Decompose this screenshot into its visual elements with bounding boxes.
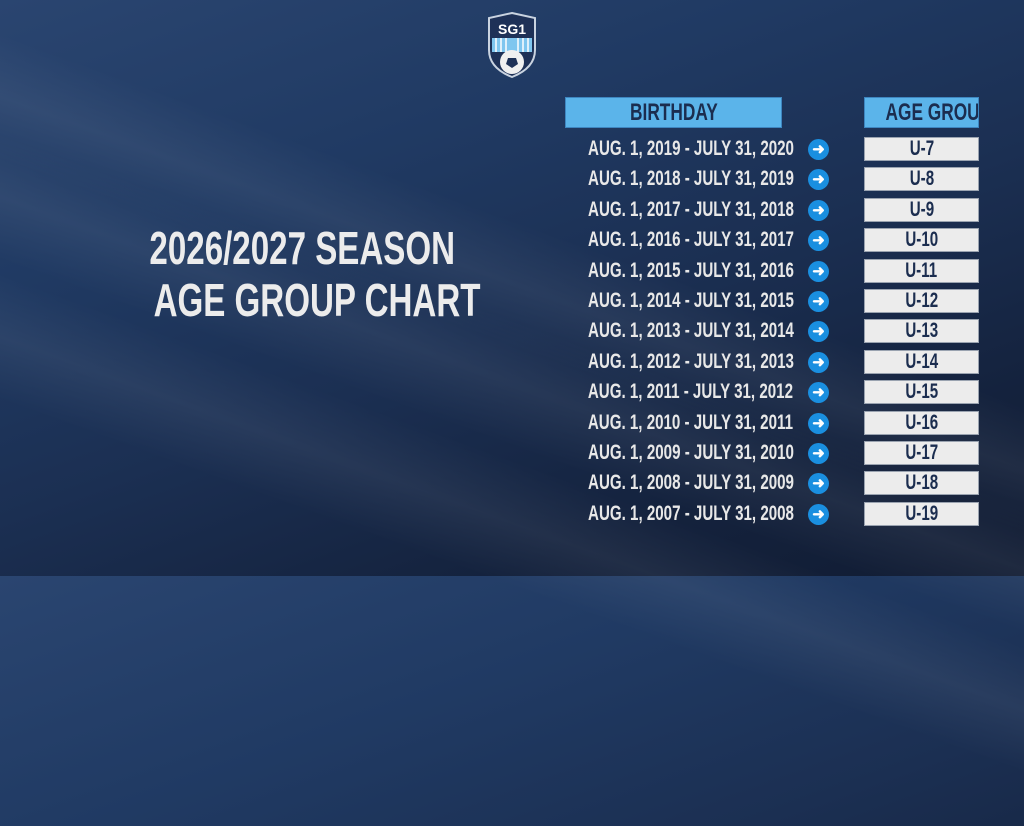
age-group-header: AGE GROUP [864,97,979,128]
arrow-right-icon: ➜ [808,321,829,343]
arrow-right-icon: ➜ [808,291,829,312]
age-group-cell: U-13 [864,319,979,344]
age-group-cell: U-9 [864,197,979,222]
table-row: AUG. 1, 2008 - JULY 31, 2009 ➜ U-18 [0,471,1024,496]
table-row: AUG. 1, 2019 - JULY 31, 2020 ➜ U-7 [0,137,1024,161]
table-row: AUG. 1, 2012 - JULY 31, 2013 ➜ U-14 [0,349,1024,374]
table-row: AUG. 1, 2016 - JULY 31, 2017 ➜ U-10 [0,228,1024,253]
birthday-range: AUG. 1, 2015 - JULY 31, 2016 [588,258,794,282]
birthday-header: BIRTHDAY [565,97,782,128]
birthday-range: AUG. 1, 2016 - JULY 31, 2017 [588,228,794,252]
arrow-right-icon: ➜ [808,473,829,495]
age-group-cell: U-10 [864,228,979,253]
birthday-range: AUG. 1, 2012 - JULY 31, 2013 [588,349,794,373]
title-line-1: 2026/2027 SEASON [149,222,456,274]
arrow-right-icon: ➜ [808,382,829,404]
birthday-range: AUG. 1, 2019 - JULY 31, 2020 [588,137,794,160]
arrow-right-icon: ➜ [808,412,829,434]
table-row: AUG. 1, 2011 - JULY 31, 2012 ➜ U-15 [0,380,1024,405]
age-group-cell: U-15 [864,380,979,405]
table-row: AUG. 1, 2009 - JULY 31, 2010 ➜ U-17 [0,441,1024,465]
birthday-range: AUG. 1, 2008 - JULY 31, 2009 [588,471,794,495]
age-group-cell: U-12 [864,289,979,313]
age-group-cell: U-17 [864,441,979,465]
birthday-range: AUG. 1, 2009 - JULY 31, 2010 [588,441,794,464]
birthday-range: AUG. 1, 2014 - JULY 31, 2015 [588,289,794,312]
birthday-range: AUG. 1, 2010 - JULY 31, 2011 [587,410,793,434]
arrow-right-icon: ➜ [808,169,829,191]
arrow-right-icon: ➜ [808,260,829,282]
table-row: AUG. 1, 2018 - JULY 31, 2019 ➜ U-8 [0,167,1024,192]
birthday-range: AUG. 1, 2013 - JULY 31, 2014 [588,319,794,343]
sg1-logo: SG1 [488,12,536,78]
title-line-2: AGE GROUP CHART [153,274,481,326]
table-row: AUG. 1, 2014 - JULY 31, 2015 ➜ U-12 [0,289,1024,313]
arrow-right-icon: ➜ [808,443,829,464]
table-row: AUG. 1, 2017 - JULY 31, 2018 ➜ U-9 [0,197,1024,222]
arrow-right-icon: ➜ [808,230,829,252]
arrow-right-icon: ➜ [808,503,829,525]
age-group-cell: U-19 [864,501,979,526]
table-row: AUG. 1, 2007 - JULY 31, 2008 ➜ U-19 [0,501,1024,526]
page-title: 2026/2027 SEASON AGE GROUP CHART [90,222,490,326]
birthday-range: AUG. 1, 2011 - JULY 31, 2012 [587,380,793,404]
age-group-cell: U-7 [864,137,979,161]
age-group-cell: U-14 [864,349,979,374]
arrow-right-icon: ➜ [808,199,829,221]
arrow-right-icon: ➜ [808,139,829,160]
birthday-range: AUG. 1, 2018 - JULY 31, 2019 [588,167,794,191]
birthday-range: AUG. 1, 2007 - JULY 31, 2008 [588,501,794,525]
age-group-cell: U-18 [864,471,979,496]
svg-text:SG1: SG1 [498,21,526,37]
age-group-cell: U-8 [864,167,979,192]
age-group-cell: U-16 [864,410,979,435]
table-row: AUG. 1, 2013 - JULY 31, 2014 ➜ U-13 [0,319,1024,344]
table-row: AUG. 1, 2010 - JULY 31, 2011 ➜ U-16 [0,410,1024,435]
birthday-range: AUG. 1, 2017 - JULY 31, 2018 [588,197,794,221]
age-group-cell: U-11 [864,258,979,283]
arrow-right-icon: ➜ [808,351,829,373]
table-row: AUG. 1, 2015 - JULY 31, 2016 ➜ U-11 [0,258,1024,283]
